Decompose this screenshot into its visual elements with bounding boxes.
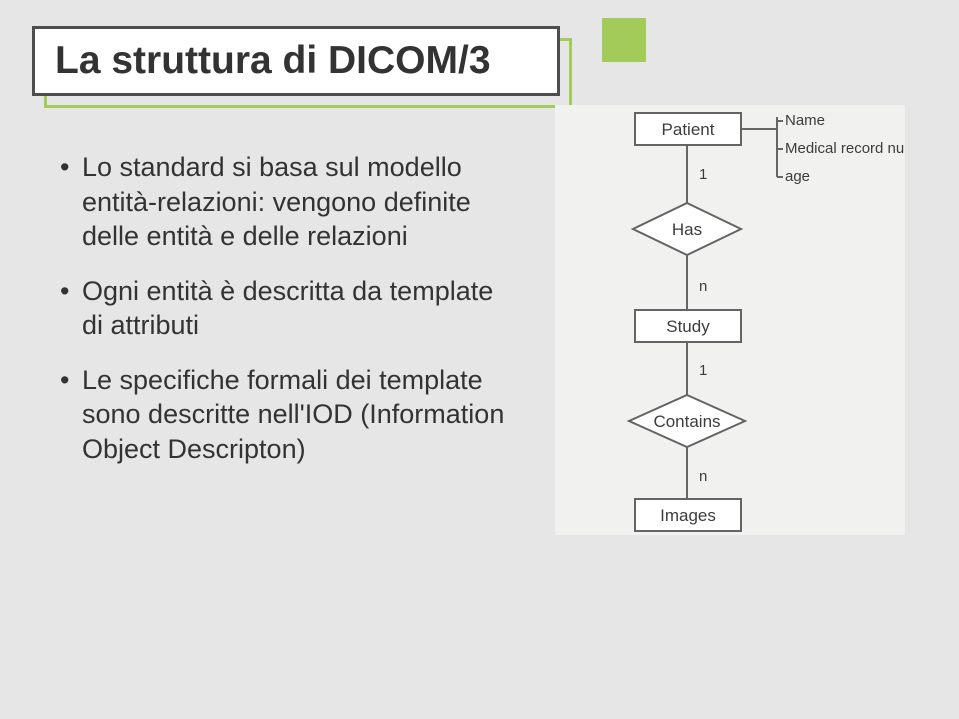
cardinality-label: 1: [699, 166, 707, 183]
body-text-area: Lo standard si basa sul modello entità-r…: [60, 150, 520, 486]
entity-label: Patient: [662, 120, 715, 139]
bullet-item: Ogni entità è descritta da template di a…: [60, 274, 520, 343]
cardinality-label: n: [699, 278, 707, 295]
bullet-list: Lo standard si basa sul modello entità-r…: [60, 150, 520, 466]
cardinality-label: n: [699, 468, 707, 485]
diagram-svg: 1 n 1 n Name Medical record number age Patient H…: [555, 105, 905, 535]
accent-square: [602, 18, 646, 62]
bullet-item: Lo standard si basa sul modello entità-r…: [60, 150, 520, 254]
relationship-label: Contains: [653, 412, 720, 431]
cardinality-label: 1: [699, 362, 707, 379]
entity-label: Images: [660, 506, 716, 525]
slide-title: La struttura di DICOM/3: [55, 39, 491, 83]
attribute-label: Medical record number: [785, 140, 905, 157]
bullet-item: Le specifiche formali dei template sono …: [60, 363, 520, 467]
er-diagram: 1 n 1 n Name Medical record number age Patient H…: [555, 105, 905, 535]
slide: La struttura di DICOM/3 Lo standard si b…: [0, 0, 959, 719]
attribute-label: Name: [785, 112, 825, 129]
relationship-label: Has: [672, 220, 702, 239]
entity-label: Study: [666, 317, 710, 336]
attribute-label: age: [785, 168, 810, 185]
title-box: La struttura di DICOM/3: [32, 26, 560, 96]
